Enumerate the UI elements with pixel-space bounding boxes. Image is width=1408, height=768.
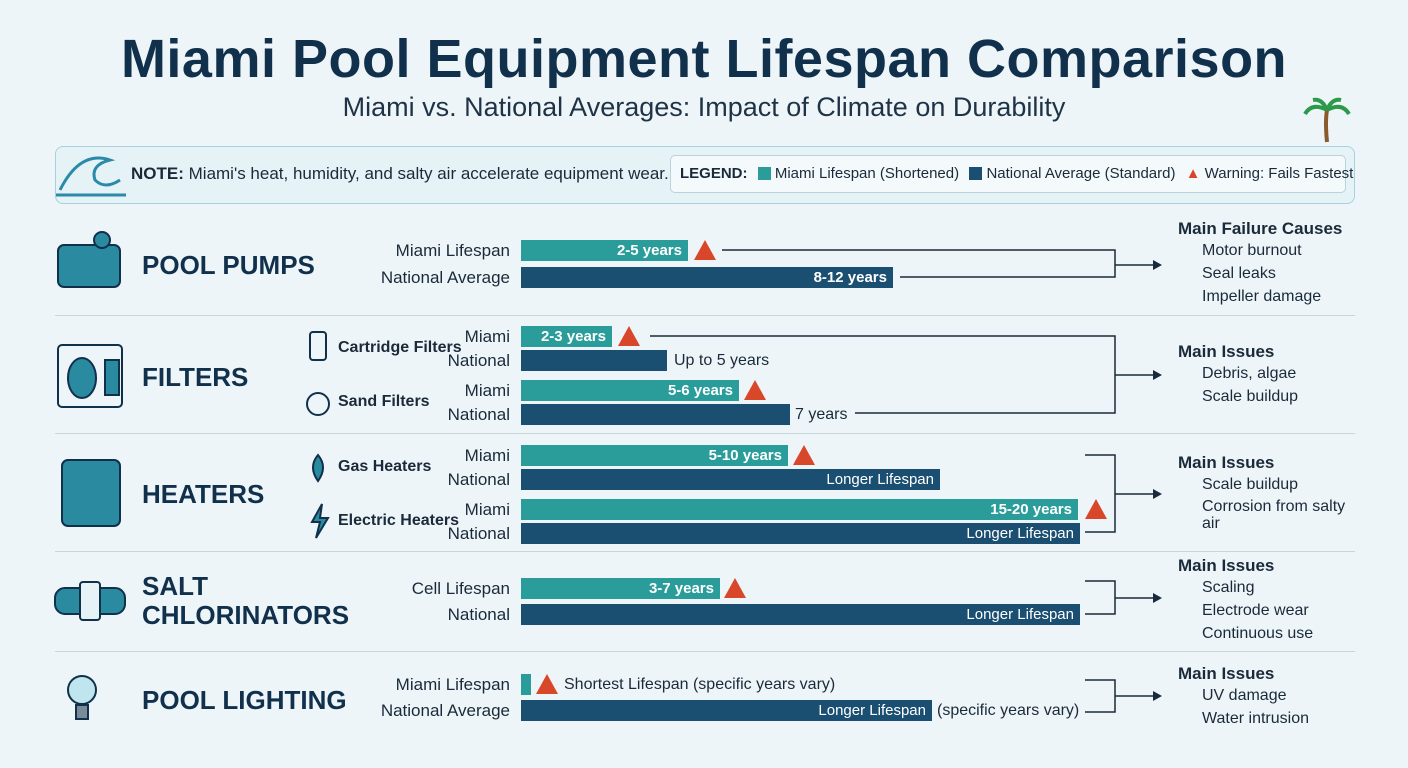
row-label: Miami Lifespan [395,675,510,694]
group-name: Sand Filters [338,393,430,410]
issues-title: Main Issues [1178,556,1275,575]
bar-label: Up to 5 years [674,352,770,369]
section-title: POOL LIGHTING [142,685,347,715]
note: NOTE: Miami's heat, humidity, and salty … [131,164,669,184]
bar: Longer Lifespan [521,469,940,490]
palm-icon [1303,97,1351,143]
bar: 3-7 years [521,578,720,599]
group-name: Gas Heaters [338,458,432,475]
bar: 8-12 years [521,267,893,288]
section-icons [54,231,330,720]
issues-title: Main Issues [1178,453,1275,472]
legend-box [670,155,1346,193]
legend-item: Miami Lifespan (Shortened) [774,165,960,182]
note-label: NOTE: [131,164,184,183]
bar [521,350,667,371]
bar: Longer Lifespan [521,700,932,721]
issue: Scale buildup [1202,476,1299,493]
issue: Scale buildup [1202,388,1299,405]
bar: 2-5 years [521,240,688,261]
issues-title: Main Failure Causes [1178,219,1343,238]
note-text: Miami's heat, humidity, and salty air ac… [188,164,669,183]
issue: Debris, algae [1202,365,1297,382]
warning-icon: ▲ [1185,165,1201,182]
bar [521,674,531,695]
separator [55,651,1355,652]
legend-item: National Average (Standard) [986,165,1176,182]
group-name: Cartridge Filters [338,339,462,356]
row-label: Miami [464,381,510,400]
issue: Scaling [1202,579,1255,596]
wave-icon [56,156,126,197]
issue: Impeller damage [1202,288,1322,305]
bar: Longer Lifespan [521,523,1080,544]
issue: Seal leaks [1202,265,1276,282]
section-title: POOL PUMPS [142,250,315,280]
row-label: National [447,470,510,489]
legend-label: LEGEND: [680,165,748,182]
title: Miami Pool Equipment Lifespan Comparison [120,29,1288,89]
row-label: National [447,524,510,543]
separator [55,433,1355,434]
bar: 2-3 years [521,326,612,347]
issue: UV damage [1202,687,1287,704]
bar-label: Shortest Lifespan (specific years vary) [564,676,836,693]
bar: Longer Lifespan [521,604,1080,625]
row-label: National [447,405,510,424]
issue: Continuous use [1202,625,1314,642]
row-label: Miami [464,500,510,519]
section-title: HEATERS [142,479,265,509]
row-label: National [447,351,510,370]
row-label: Miami [464,446,510,465]
row-label: Cell Lifespan [411,579,510,598]
bar: 5-10 years [521,445,788,466]
bar: 5-6 years [521,380,739,401]
issues-title: Main Issues [1178,664,1275,683]
group-name: Electric Heaters [338,512,459,529]
issue: Motor burnout [1202,242,1302,259]
bar: 15-20 years [521,499,1078,520]
row-label: National Average [380,268,510,287]
separator [55,315,1355,316]
section-title: SALT CHLORINATORS [142,571,350,630]
issue: Electrode wear [1202,602,1309,619]
bar-label: 7 years [795,406,848,423]
legend-swatch [969,167,983,180]
issue: Water intrusion [1202,710,1309,727]
legend-item: Warning: Fails Fastest [1204,165,1354,182]
section-title: FILTERS [142,362,249,392]
bar [521,404,790,425]
issue: Corrosion from salty air [1202,498,1346,532]
issues-title: Main Issues [1178,342,1275,361]
legend: LEGEND: Miami Lifespan (Shortened) Natio… [680,165,1353,182]
row-label: National [447,605,510,624]
warnings [536,240,1107,694]
separator [55,551,1355,552]
arrowheads [1153,260,1162,701]
row-label: National Average [380,701,510,720]
row-label: Miami Lifespan [395,241,510,260]
legend-swatch [757,167,771,180]
bar-note: (specific years vary) [937,702,1080,719]
subtitle: Miami vs. National Averages: Impact of C… [342,92,1066,122]
connectors [650,249,1155,713]
row-label: Miami [464,327,510,346]
